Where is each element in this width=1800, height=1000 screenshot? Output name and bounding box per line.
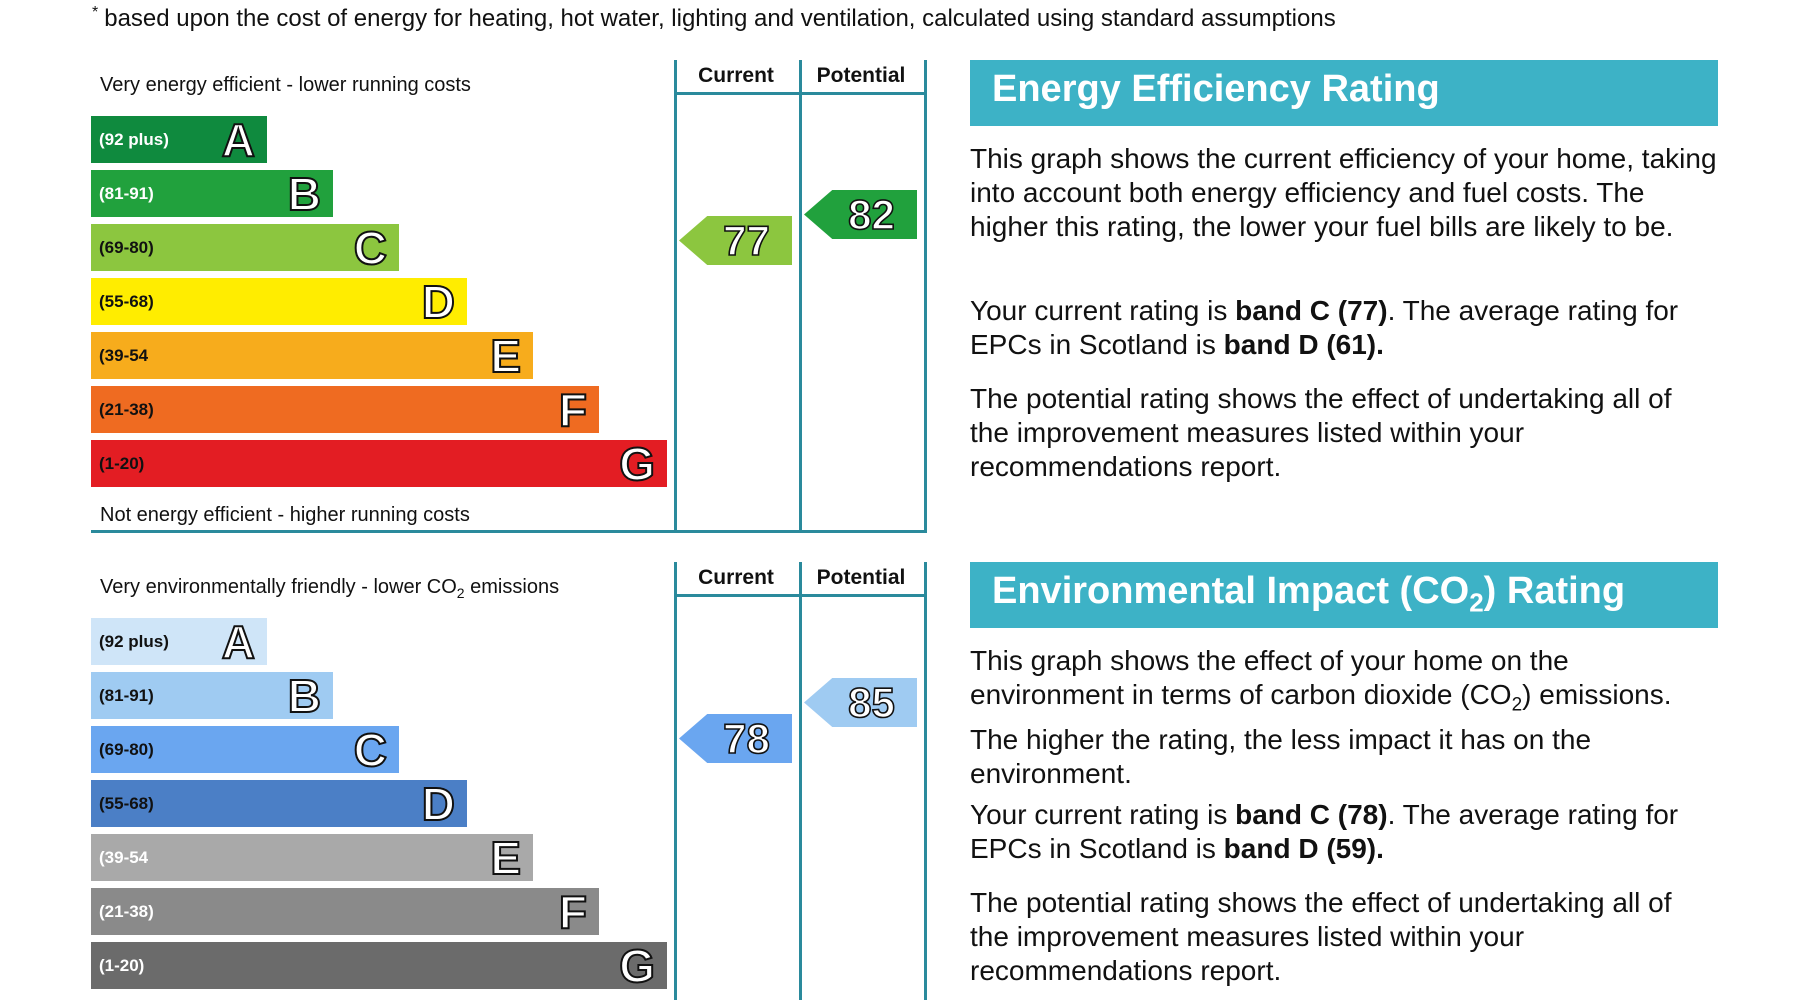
environment-current-value: 78: [722, 714, 770, 762]
energy-grid-line: [674, 92, 927, 95]
band-range: (81-91): [99, 183, 154, 203]
environment-potential-arrow: 85: [804, 678, 917, 727]
band-range: (21-38): [99, 399, 154, 419]
environment-band-b: (81-91) B: [91, 669, 333, 722]
band-range: (39-54: [99, 847, 149, 867]
text: ) emissions. The higher the rating, the …: [970, 679, 1672, 789]
environment-grid-line: [799, 562, 802, 1000]
band-letter: A: [221, 113, 256, 166]
environment-band-f: (21-38) F: [91, 885, 599, 938]
energy-paragraph-2: Your current rating is band C (77). The …: [970, 294, 1718, 362]
band-letter: A: [221, 615, 256, 668]
energy-col-current: Current: [698, 64, 774, 87]
text: emissions: [464, 576, 560, 598]
environment-col-potential: Potential: [816, 566, 906, 589]
average-band: band D (59).: [1223, 833, 1384, 864]
band-letter: E: [489, 831, 522, 884]
footnote: * based upon the cost of energy for heati…: [92, 4, 1336, 33]
energy-grid-line: [799, 60, 802, 532]
subscript: 2: [1469, 587, 1484, 618]
current-band: band C (78): [1235, 799, 1388, 830]
band-range: (81-91): [99, 685, 154, 705]
environment-grid-line: [674, 562, 677, 1000]
text: ) Rating: [1483, 570, 1626, 612]
band-letter: D: [421, 275, 456, 328]
band-letter: C: [353, 723, 388, 776]
environment-current-arrow: 78: [679, 714, 792, 763]
band-range: (21-38): [99, 901, 154, 921]
energy-potential-arrow: 82: [804, 190, 917, 239]
text: Your current rating is: [970, 799, 1236, 830]
energy-col-potential: Potential: [816, 64, 906, 87]
band-letter: B: [287, 167, 322, 220]
band-letter: B: [287, 669, 322, 722]
band-letter: C: [353, 221, 388, 274]
environment-band-g: (1-20) G: [91, 939, 667, 992]
footnote-mark: *: [92, 4, 99, 21]
band-range: (92 plus): [99, 631, 169, 651]
energy-title: Energy Efficiency Rating: [970, 60, 1718, 126]
text: . The average rating for EPCs in Scotlan…: [970, 799, 1679, 864]
energy-paragraph-3: The potential rating shows the effect of…: [970, 383, 1672, 482]
energy-bottom-note: Not energy efficient - higher running co…: [100, 504, 470, 526]
band-range: (69-80): [99, 739, 154, 759]
energy-grid-line: [91, 530, 927, 533]
energy-potential-value: 82: [847, 190, 895, 238]
environment-band-a: (92 plus) A: [91, 615, 267, 668]
band-range: (55-68): [99, 291, 154, 311]
energy-grid-line: [924, 60, 927, 532]
energy-paragraph-1: This graph shows the current efficiency …: [970, 143, 1717, 242]
band-letter: E: [489, 329, 522, 382]
band-range: (69-80): [99, 237, 154, 257]
band-range: (1-20): [99, 955, 145, 975]
subscript: 2: [456, 585, 465, 601]
environment-paragraph-3: The potential rating shows the effect of…: [970, 887, 1672, 986]
subscript: 2: [1511, 694, 1523, 716]
footnote-text: based upon the cost of energy for heatin…: [104, 5, 1336, 32]
text: This graph shows the effect of your home…: [970, 645, 1569, 710]
environment-grid-line: [924, 562, 927, 1000]
environment-top-note: Very environmentally friendly - lower CO…: [100, 576, 559, 601]
band-letter: G: [618, 437, 656, 490]
environment-potential-value: 85: [847, 678, 895, 726]
energy-band-g: (1-20) G: [91, 437, 667, 490]
environment-band-d: (55-68) D: [91, 777, 467, 830]
environment-band-c: (69-80) C: [91, 723, 399, 776]
band-range: (39-54: [99, 345, 149, 365]
environment-title: Environmental Impact (CO2) Rating: [970, 562, 1718, 628]
energy-band-d: (55-68) D: [91, 275, 467, 328]
energy-band-f: (21-38) F: [91, 383, 599, 436]
energy-current-arrow: 77: [679, 216, 792, 265]
energy-band-e: (39-54 E: [91, 329, 533, 382]
energy-current-value: 77: [722, 216, 770, 264]
energy-top-note: Very energy efficient - lower running co…: [100, 74, 471, 96]
band-letter: F: [558, 885, 588, 938]
energy-band-c: (69-80) C: [91, 221, 399, 274]
text: Environmental Impact (CO: [992, 570, 1470, 612]
band-letter: D: [421, 777, 456, 830]
current-band: band C (77): [1235, 295, 1388, 326]
band-letter: F: [558, 383, 588, 436]
band-range: (55-68): [99, 793, 154, 813]
band-range: (92 plus): [99, 129, 169, 149]
environment-col-current: Current: [698, 566, 774, 589]
text: Very environmentally friendly - lower CO: [100, 576, 457, 598]
environment-band-e: (39-54 E: [91, 831, 533, 884]
environment-paragraph-2: Your current rating is band C (78). The …: [970, 798, 1718, 866]
environment-grid-line: [674, 594, 927, 597]
text: Your current rating is: [970, 295, 1236, 326]
band-letter: G: [618, 939, 656, 992]
average-band: band D (61).: [1223, 329, 1384, 360]
energy-grid-line: [674, 60, 677, 532]
energy-band-b: (81-91) B: [91, 167, 333, 220]
energy-band-a: (92 plus) A: [91, 113, 267, 166]
band-range: (1-20): [99, 453, 145, 473]
environment-paragraph-1: This graph shows the effect of your home…: [970, 644, 1718, 791]
text: . The average rating for EPCs in Scotlan…: [970, 295, 1679, 360]
